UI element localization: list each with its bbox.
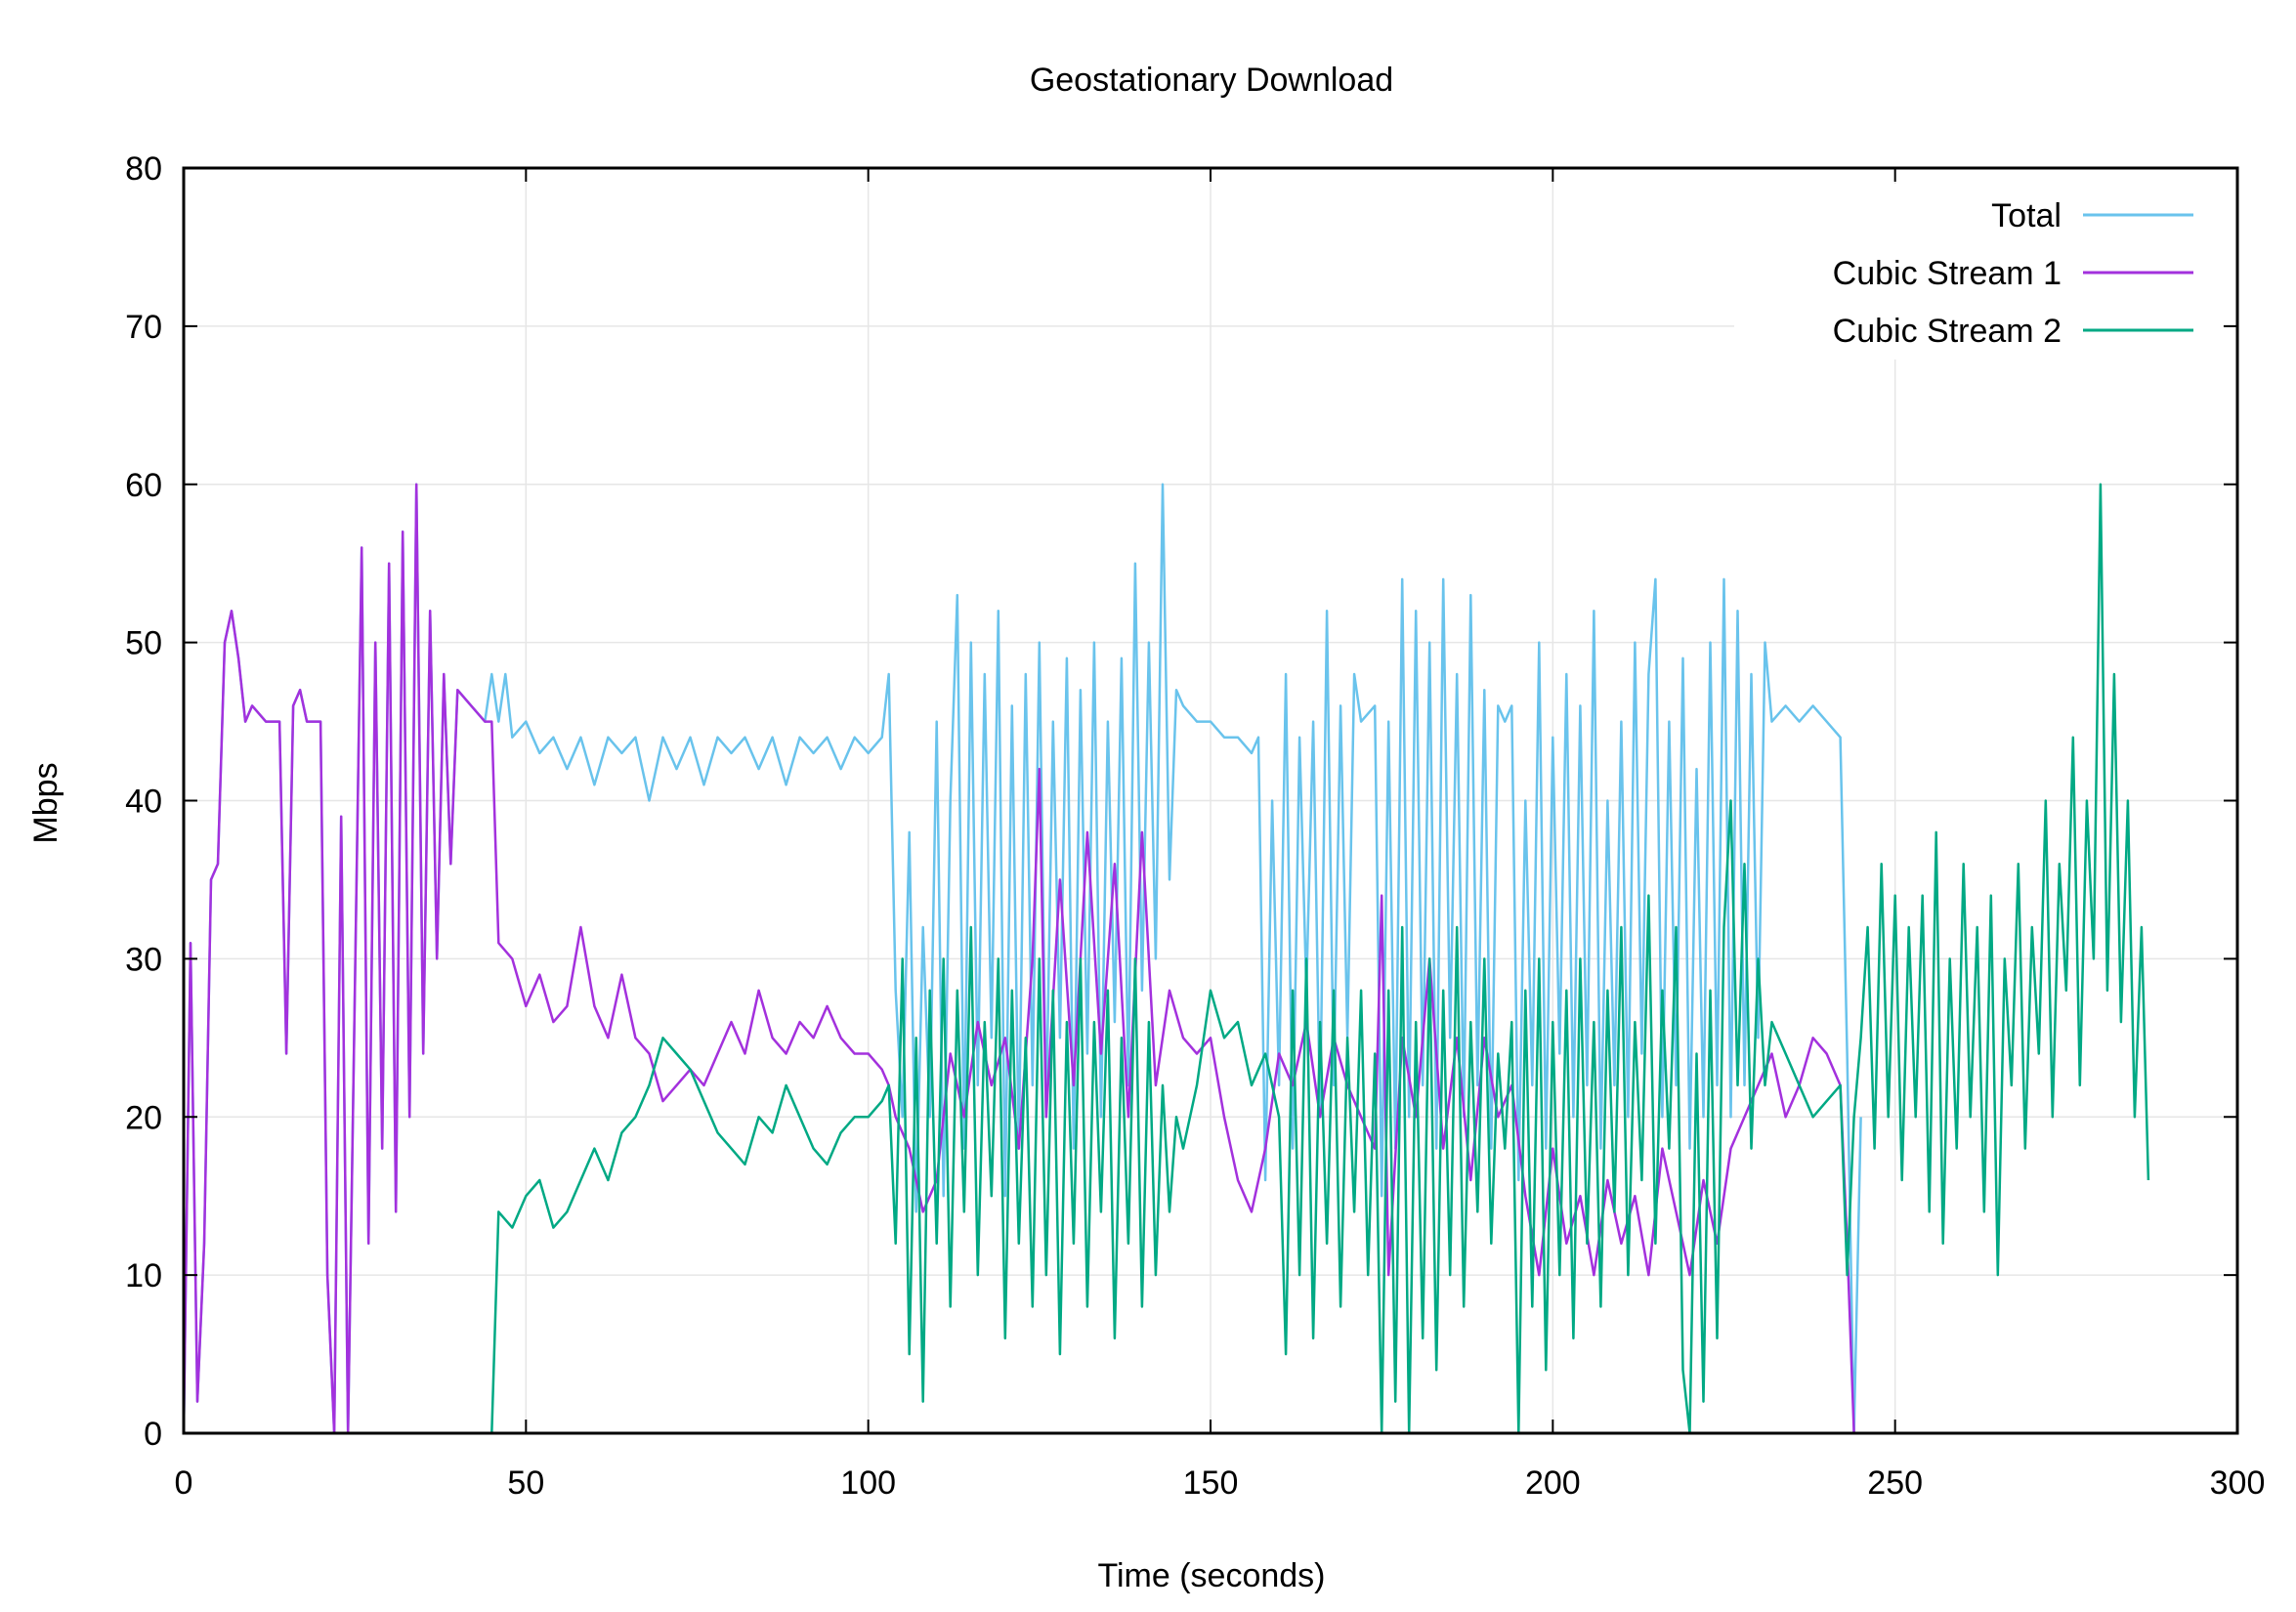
axis-ticks: 0 50 100 150 200 250 300 0 10 20 30 40 50 60 70 80 bbox=[125, 150, 2265, 1502]
legend-label: Cubic Stream 1 bbox=[1833, 255, 2062, 292]
series-line-cubic-stream-1 bbox=[182, 483, 1855, 1435]
series-line-cubic-stream-2 bbox=[490, 483, 2150, 1435]
y-tick-label: 80 bbox=[125, 150, 162, 188]
y-tick-label: 70 bbox=[125, 309, 162, 346]
series-layer bbox=[182, 483, 2150, 1435]
grid bbox=[184, 168, 2237, 1433]
y-tick-label: 20 bbox=[125, 1099, 162, 1136]
y-tick-label: 60 bbox=[125, 467, 162, 504]
x-tick-label: 150 bbox=[1183, 1464, 1239, 1502]
legend-label: Total bbox=[1991, 197, 2062, 234]
y-tick-label: 10 bbox=[125, 1257, 162, 1294]
y-tick-label: 50 bbox=[125, 625, 162, 662]
x-tick-label: 200 bbox=[1525, 1464, 1581, 1502]
x-tick-label: 50 bbox=[507, 1464, 544, 1502]
x-tick-label: 300 bbox=[2210, 1464, 2266, 1502]
legend-label: Cubic Stream 2 bbox=[1833, 313, 2062, 350]
y-tick-label: 40 bbox=[125, 784, 162, 821]
y-tick-label: 0 bbox=[144, 1416, 162, 1453]
y-axis-label: Mbps bbox=[27, 762, 64, 843]
x-tick-label: 100 bbox=[840, 1464, 896, 1502]
y-tick-label: 30 bbox=[125, 941, 162, 978]
chart-title: Geostationary Download bbox=[1030, 62, 1393, 99]
x-axis-label: Time (seconds) bbox=[1097, 1557, 1325, 1594]
x-tick-label: 0 bbox=[175, 1464, 193, 1502]
x-tick-label: 250 bbox=[1867, 1464, 1923, 1502]
legend: Total Cubic Stream 1 Cubic Stream 2 bbox=[1734, 184, 2223, 360]
